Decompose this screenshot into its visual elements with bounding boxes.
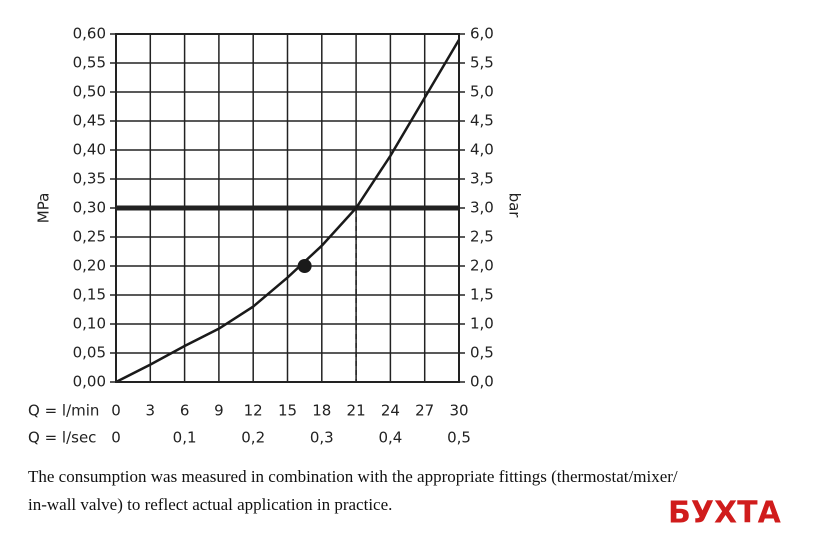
y2-tick-label: 4,0 xyxy=(470,141,494,159)
x-tick-label: 9 xyxy=(214,402,224,420)
x-axis-label: Q = l/min xyxy=(28,402,99,420)
x2-tick-label: 0,4 xyxy=(378,429,402,447)
x-tick-label: 24 xyxy=(381,402,400,420)
y-tick-label: 0,05 xyxy=(73,344,106,362)
y2-tick-label: 3,0 xyxy=(470,199,494,217)
x-tick-label: 12 xyxy=(244,402,263,420)
x2-tick-label: 0,3 xyxy=(310,429,334,447)
y-tick-label: 0,45 xyxy=(73,112,106,130)
y-axis-label: MPa xyxy=(35,193,53,224)
y-tick-label: 0,25 xyxy=(73,228,106,246)
caption: The consumption was measured in combinat… xyxy=(28,467,678,486)
x-tick-label: 6 xyxy=(180,402,190,420)
y-tick-label: 0,15 xyxy=(73,286,106,304)
y-tick-label: 0,35 xyxy=(73,170,106,188)
y-tick-label: 0,30 xyxy=(73,199,106,217)
y-tick-label: 0,10 xyxy=(73,315,106,333)
y2-tick-label: 1,5 xyxy=(470,286,494,304)
caption: in-wall valve) to reflect actual applica… xyxy=(28,495,392,514)
y2-tick-label: 5,0 xyxy=(470,83,494,101)
x2-tick-label: 0,1 xyxy=(173,429,197,447)
y-tick-label: 0,20 xyxy=(73,257,106,275)
y-tick-label: 0,50 xyxy=(73,83,106,101)
y2-axis-label: bar xyxy=(506,193,524,219)
x2-axis-label: Q = l/sec xyxy=(28,429,96,447)
y2-tick-label: 0,5 xyxy=(470,344,494,362)
x-tick-label: 18 xyxy=(312,402,331,420)
x-tick-label: 15 xyxy=(278,402,297,420)
y2-tick-label: 6,0 xyxy=(470,25,494,43)
x-tick-label: 27 xyxy=(415,402,434,420)
y2-tick-label: 1,0 xyxy=(470,315,494,333)
plot-frame xyxy=(115,33,460,383)
y-tick-label: 0,40 xyxy=(73,141,106,159)
x2-tick-label: 0,5 xyxy=(447,429,471,447)
operating-point xyxy=(297,259,312,273)
x2-tick-label: 0 xyxy=(111,429,121,447)
watermark: БУХТА xyxy=(668,496,782,531)
y-tick-label: 0,60 xyxy=(73,25,106,43)
y2-tick-label: 0,0 xyxy=(470,373,494,391)
x-tick-label: 30 xyxy=(449,402,468,420)
y-tick-label: 0,55 xyxy=(73,54,106,72)
y2-tick-label: 4,5 xyxy=(470,112,494,130)
y2-tick-label: 2,0 xyxy=(470,257,494,275)
y2-tick-label: 3,5 xyxy=(470,170,494,188)
y2-tick-label: 2,5 xyxy=(470,228,494,246)
x-tick-label: 3 xyxy=(146,402,156,420)
x-tick-label: 21 xyxy=(347,402,366,420)
y-tick-label: 0,00 xyxy=(73,373,106,391)
curve xyxy=(115,39,461,384)
x2-tick-label: 0,2 xyxy=(241,429,265,447)
x-tick-label: 0 xyxy=(111,402,121,420)
y2-tick-label: 5,5 xyxy=(470,54,494,72)
